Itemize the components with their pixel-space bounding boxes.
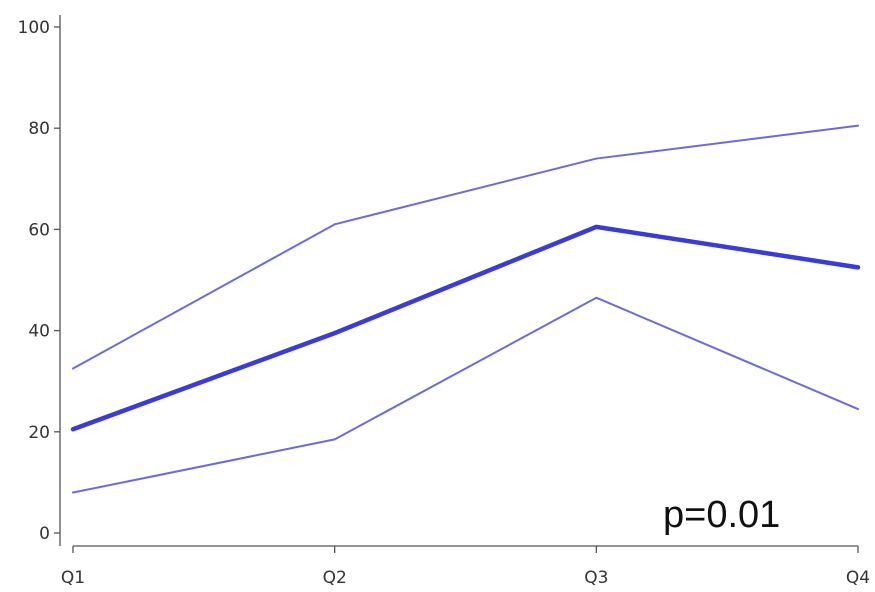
- series-point: [72, 491, 74, 494]
- series-line-mean: [70, 224, 861, 432]
- series-point: [333, 438, 336, 441]
- y-tick-label: 0: [39, 524, 50, 544]
- series-line-upper: [72, 124, 859, 370]
- x-tick-label: Q1: [61, 568, 85, 588]
- x-tick-label: Q4: [846, 568, 870, 588]
- x-tick-label: Q2: [323, 568, 347, 588]
- p-value-annotation: p=0.01: [663, 494, 780, 536]
- y-tick-label: 20: [28, 423, 50, 443]
- series-layer: [70, 124, 861, 494]
- series-point: [595, 296, 598, 299]
- series-point: [595, 157, 598, 160]
- series-point: [857, 266, 859, 269]
- series-line-lower: [72, 296, 859, 494]
- series-point: [857, 124, 859, 127]
- series-point: [72, 428, 74, 431]
- y-tick-label: 40: [28, 322, 50, 342]
- series-point: [333, 223, 336, 226]
- y-tick-label: 60: [28, 220, 50, 240]
- y-tick-label: 80: [28, 119, 50, 139]
- series-point: [595, 226, 598, 228]
- series-point: [857, 408, 859, 410]
- y-tick-label: 100: [18, 18, 50, 38]
- axes: 0 20 40 60 80 100 Q1 Q2 Q3 Q4: [18, 15, 870, 588]
- series-point: [72, 367, 74, 370]
- series-point: [333, 332, 336, 334]
- x-tick-label: Q3: [584, 568, 608, 588]
